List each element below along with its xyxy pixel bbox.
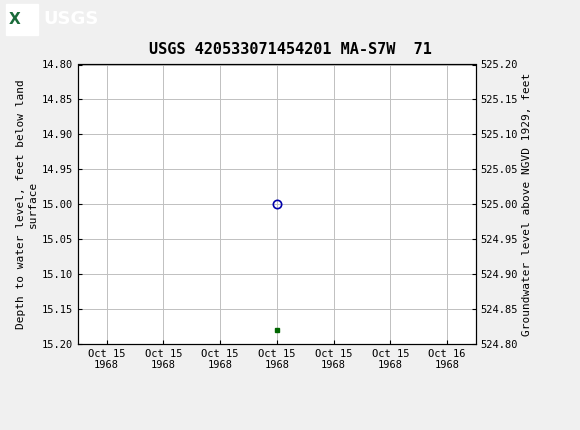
Text: X: X bbox=[9, 12, 20, 27]
Y-axis label: Groundwater level above NGVD 1929, feet: Groundwater level above NGVD 1929, feet bbox=[522, 73, 532, 336]
Text: USGS 420533071454201 MA-S7W  71: USGS 420533071454201 MA-S7W 71 bbox=[148, 42, 432, 57]
Y-axis label: Depth to water level, feet below land
surface: Depth to water level, feet below land su… bbox=[16, 80, 38, 329]
Bar bbox=[6, 4, 38, 35]
Text: USGS: USGS bbox=[44, 10, 99, 28]
